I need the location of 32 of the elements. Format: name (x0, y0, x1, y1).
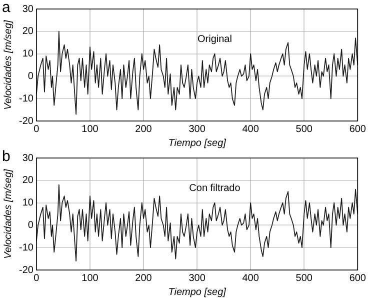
y-axis-title: Velocidades [m/seg] (2, 168, 14, 259)
x-tick-label: 100 (82, 124, 99, 135)
y-tick-label: -10 (19, 242, 34, 254)
y-tick-label: 10 (22, 198, 34, 209)
y-tick-label: -20 (19, 264, 34, 276)
x-tick-label: 200 (135, 124, 152, 135)
y-tick-label: 30 (22, 152, 34, 164)
y-tick-label: 20 (22, 175, 34, 186)
x-tick-label: 100 (82, 272, 99, 284)
chart-title: a (2, 0, 11, 16)
y-tick-label: 30 (22, 4, 34, 15)
x-tick-label: 500 (296, 124, 313, 135)
x-tick-label: 300 (188, 272, 206, 284)
y-tick-label: -20 (19, 116, 34, 127)
x-tick-label: 600 (349, 124, 366, 135)
x-tick-label: 200 (135, 272, 152, 284)
x-tick-label: 600 (349, 272, 366, 284)
x-axis-title: Tiempo [seg] (168, 138, 226, 149)
y-tick-label: 10 (22, 48, 34, 60)
y-tick-label: 0 (28, 220, 34, 231)
x-tick-label: 300 (188, 124, 206, 135)
y-tick-label: 0 (28, 70, 34, 82)
x-axis-title: Tiempo [seg] (168, 286, 226, 298)
x-tick-label: 400 (242, 124, 260, 135)
annotation: Con filtrado (189, 182, 241, 194)
annotation: Original (197, 34, 232, 45)
y-tick-label: -10 (19, 93, 34, 104)
y-axis-title: Velocidades [m/seg] (2, 20, 14, 110)
y-tick-label: 20 (22, 26, 34, 38)
x-tick-label: 500 (296, 272, 313, 284)
chart-title: b (2, 148, 10, 166)
x-tick-label: 400 (242, 272, 260, 284)
